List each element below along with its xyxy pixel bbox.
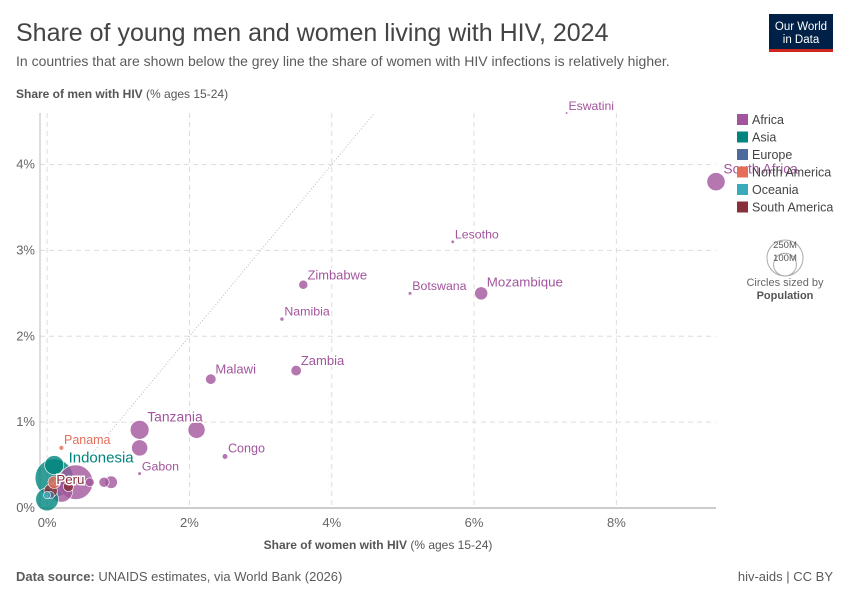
legend-swatch [737, 166, 748, 178]
logo-bar [769, 49, 833, 52]
size-legend-caption: Circles sized by [746, 277, 824, 289]
point [474, 286, 489, 301]
legend-swatch [737, 131, 748, 143]
point-label: Congo [228, 442, 265, 456]
point-label: Botswana [412, 279, 466, 293]
point-label: Peru [56, 472, 84, 487]
point-label: Gabon [142, 459, 179, 473]
source: Data source: UNAIDS estimates, via World… [16, 569, 342, 584]
point [85, 477, 95, 487]
point [290, 365, 302, 377]
point [407, 291, 413, 296]
logo[interactable]: Our World in Data [769, 14, 833, 52]
point-label: Tanzania [147, 408, 203, 424]
point [221, 453, 229, 460]
logo-box [769, 14, 833, 49]
y-axis-unit: (% ages 15-24) [146, 87, 228, 101]
footer-license[interactable]: hiv-aids | CC BY [738, 569, 833, 584]
point-label: Malawi [215, 362, 256, 377]
point [187, 421, 206, 439]
size-legend-label: 250M [773, 240, 797, 251]
point [47, 475, 61, 489]
y-tick-label: 0% [16, 500, 35, 515]
source-label: Data source: [16, 569, 95, 584]
source-text: UNAIDS estimates, via World Bank (2026) [98, 569, 342, 584]
y-axis-label: Share of men with HIV (% ages 15-24) [16, 87, 228, 101]
point [298, 279, 309, 290]
legend-label: Africa [752, 113, 784, 127]
point-label: Panama [64, 433, 111, 447]
point [565, 111, 569, 115]
x-tick-label: 0% [38, 515, 57, 530]
point [706, 172, 726, 192]
x-tick-label: 6% [465, 515, 484, 530]
legend-swatch [737, 184, 748, 195]
legend-swatch [737, 201, 748, 213]
size-legend-variable: Population [757, 290, 814, 302]
legend-label: Oceania [752, 183, 799, 197]
point [131, 439, 148, 457]
size-legend-label: 100M [773, 253, 797, 264]
point [450, 239, 455, 244]
point [63, 481, 74, 492]
point [205, 373, 217, 385]
legend-label: North America [752, 166, 831, 180]
point [44, 455, 65, 475]
legend-label: Europe [752, 148, 792, 162]
legend-label: Asia [752, 131, 776, 145]
point [58, 445, 65, 451]
point-label: Zimbabwe [307, 268, 367, 283]
point [279, 316, 285, 322]
logo-line: Our World [775, 21, 827, 33]
size-legend-circle [773, 252, 797, 277]
x-tick-label: 4% [322, 515, 341, 530]
y-tick-label: 1% [16, 414, 35, 429]
chart-title: Share of young men and women living with… [16, 19, 609, 47]
point [98, 476, 110, 488]
x-axis-unit: (% ages 15-24) [410, 538, 492, 552]
point-label: Indonesia [69, 450, 135, 467]
x-tick-label: 8% [607, 515, 626, 530]
point [109, 454, 113, 459]
point [137, 471, 142, 476]
point-label: Mozambique [487, 275, 563, 290]
logo-line: in Data [783, 34, 820, 46]
point-label: Lesotho [455, 228, 499, 242]
legend-swatch [737, 149, 748, 160]
point [43, 491, 52, 500]
point [129, 420, 150, 440]
chart-subtitle: In countries that are shown below the gr… [16, 53, 670, 69]
x-tick-label: 2% [180, 515, 199, 530]
x-axis-title: Share of women with HIV [264, 538, 407, 552]
legend-label: South America [752, 201, 833, 215]
point [80, 454, 85, 459]
y-axis-title: Share of men with HIV [16, 87, 143, 101]
y-tick-label: 2% [16, 328, 35, 343]
x-axis-label: Share of women with HIV (% ages 15-24) [264, 538, 493, 552]
point-label: Namibia [284, 305, 330, 319]
point-label: Eswatini [568, 99, 614, 113]
y-tick-label: 4% [16, 157, 35, 172]
point-label: Zambia [301, 353, 345, 368]
legend-swatch [737, 114, 748, 125]
y-tick-label: 3% [16, 242, 35, 257]
